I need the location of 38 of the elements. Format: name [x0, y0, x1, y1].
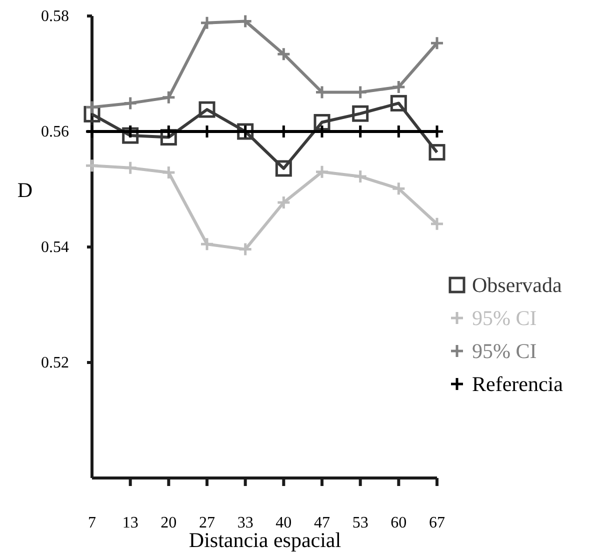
x-tick-label: 53 — [352, 514, 368, 532]
y-axis-title: D — [17, 178, 33, 202]
point — [391, 80, 406, 94]
legend-label: Observada — [472, 273, 562, 297]
y-tick-label: 0.52 — [41, 354, 69, 372]
x-tick-label: 7 — [88, 514, 96, 532]
point — [200, 16, 214, 30]
point — [161, 90, 176, 105]
point — [276, 46, 291, 62]
x-tick-label: 67 — [429, 514, 445, 532]
point — [161, 165, 176, 180]
point — [238, 242, 253, 257]
legend-label: 95% CI — [472, 306, 537, 330]
point — [84, 158, 100, 173]
point — [390, 94, 407, 112]
point — [275, 160, 292, 177]
x-tick-label: 60 — [390, 514, 407, 532]
point — [123, 160, 138, 176]
point — [84, 100, 100, 114]
point — [200, 236, 214, 252]
y-tick-label: 0.54 — [41, 239, 69, 256]
point — [123, 96, 138, 110]
point — [430, 36, 444, 50]
point — [314, 164, 330, 180]
x-tick-label: 13 — [122, 514, 138, 532]
point — [353, 169, 368, 184]
legend-label: 95% CI — [472, 339, 537, 363]
point — [352, 105, 369, 122]
legend-label: Referencia — [472, 372, 564, 396]
y-tick-label: 0.56 — [41, 124, 69, 141]
point — [430, 216, 444, 232]
y-tick-label: 0.58 — [41, 8, 69, 26]
point — [276, 195, 291, 210]
point — [391, 181, 406, 196]
point — [198, 101, 216, 118]
x-tick-label: 20 — [160, 514, 177, 532]
point — [314, 114, 330, 131]
point — [428, 144, 446, 161]
